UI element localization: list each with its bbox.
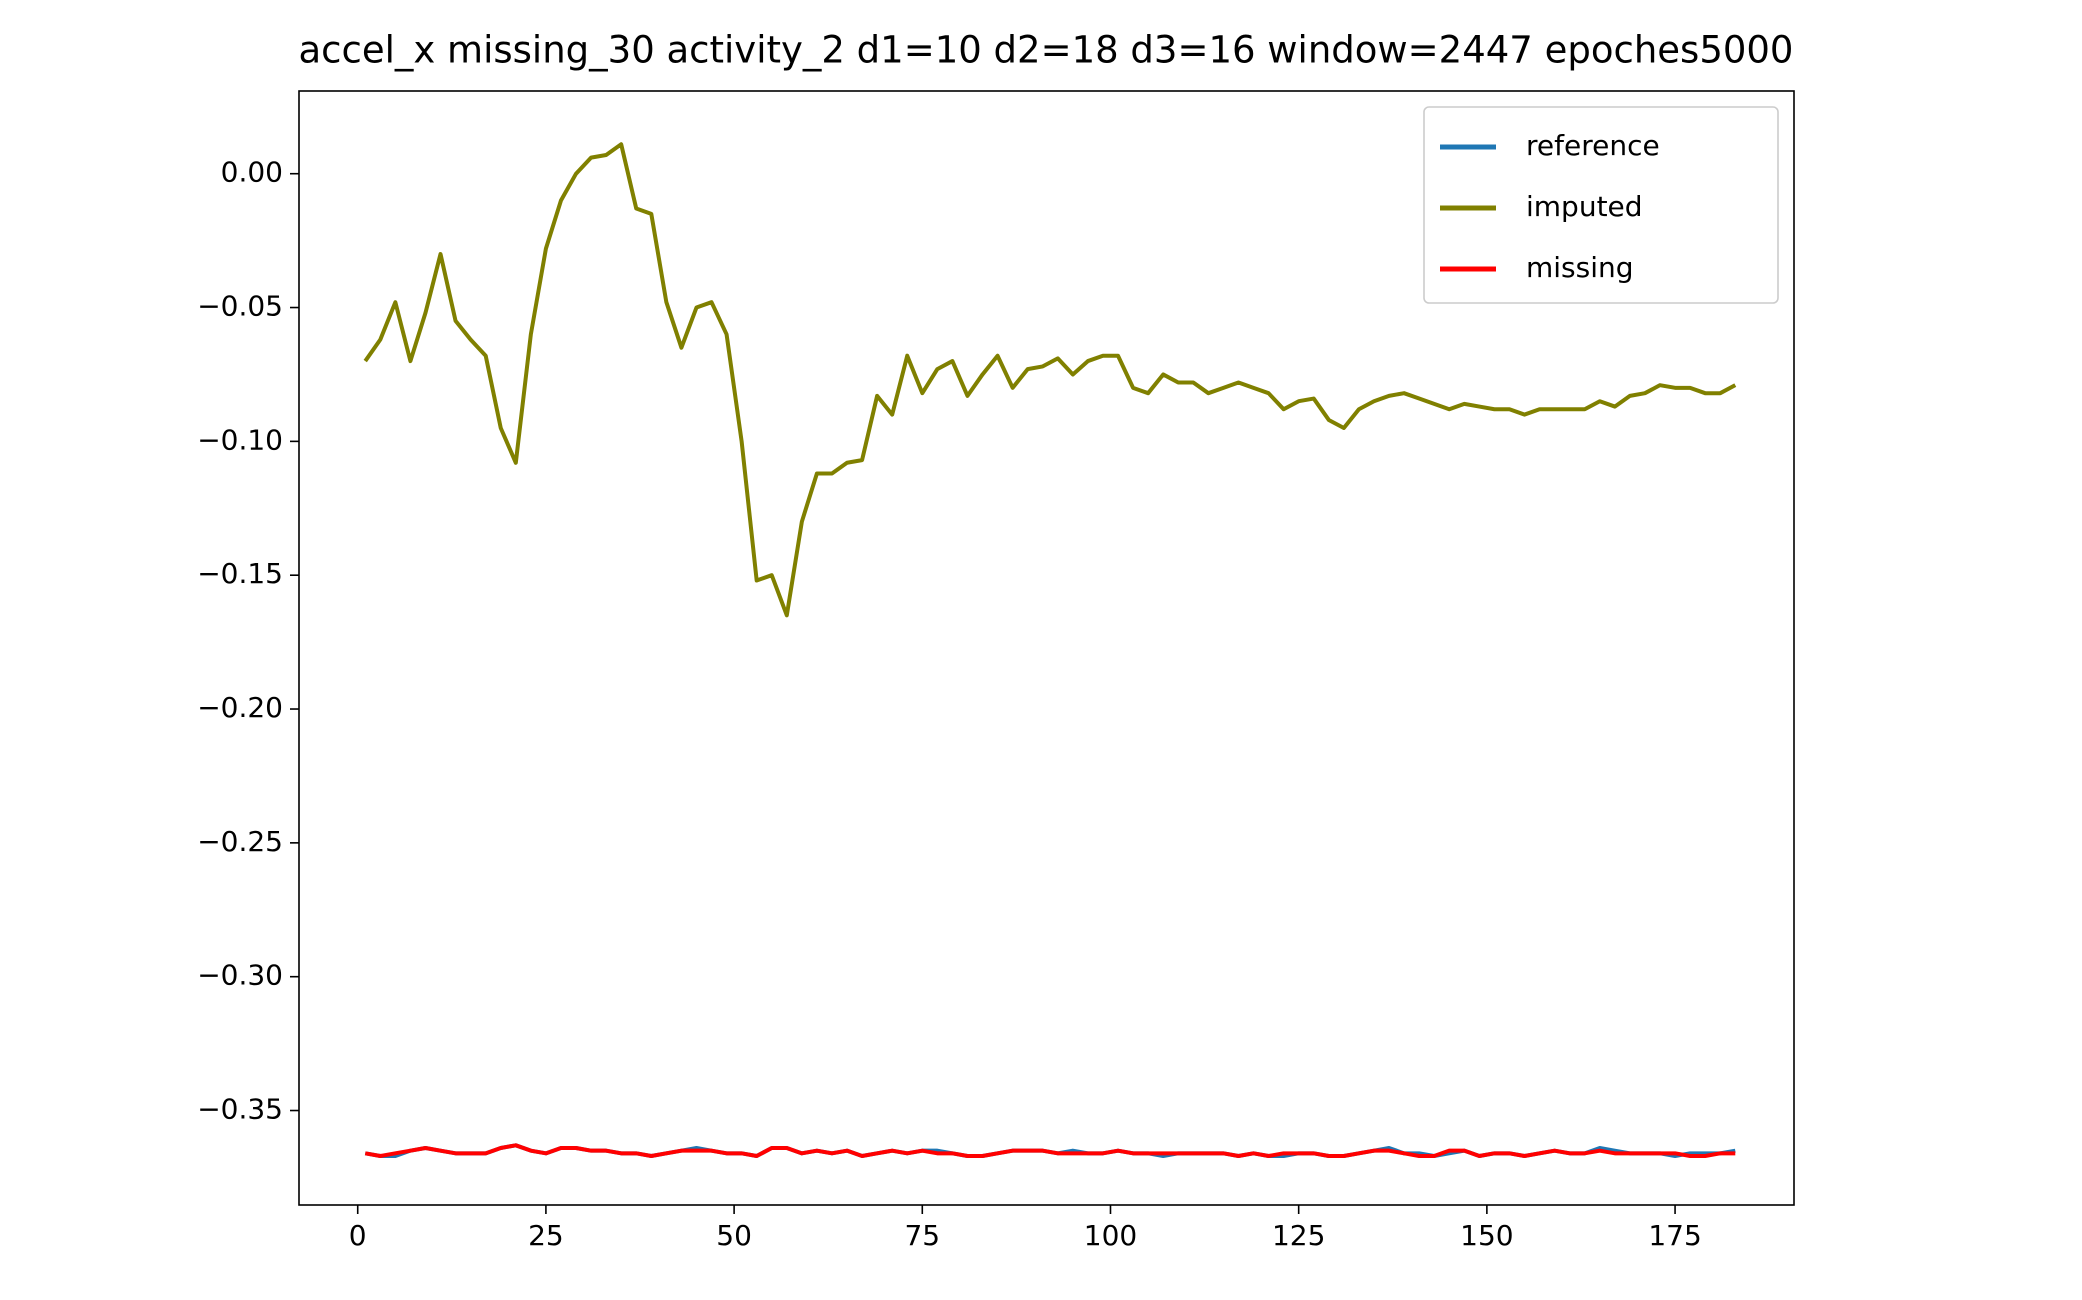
chart-title: accel_x missing_30 activity_2 d1=10 d2=1… <box>299 29 1794 72</box>
legend-box <box>1423 106 1779 304</box>
legend-label: missing <box>1526 251 1634 284</box>
y-tick-label: −0.35 <box>197 1093 283 1126</box>
x-tick-label: 150 <box>1460 1219 1513 1252</box>
line-series <box>363 142 1737 618</box>
line-series <box>364 1143 1736 1159</box>
y-tick-label: −0.30 <box>197 959 283 992</box>
x-tick-label: 100 <box>1084 1219 1137 1252</box>
x-tick-label: 0 <box>349 1219 367 1252</box>
y-tick-label: 0.00 <box>221 156 283 189</box>
plot-frame <box>298 90 1795 1206</box>
y-tick-label: −0.20 <box>197 691 283 724</box>
legend-label: imputed <box>1526 190 1643 223</box>
y-tick-label: −0.10 <box>197 423 283 456</box>
y-tick-label: −0.05 <box>197 290 283 323</box>
x-tick-label: 175 <box>1648 1219 1701 1252</box>
x-tick-label: 50 <box>716 1219 752 1252</box>
y-tick-label: −0.15 <box>197 557 283 590</box>
x-tick-label: 75 <box>904 1219 940 1252</box>
x-tick-label: 125 <box>1272 1219 1325 1252</box>
x-tick-label: 25 <box>528 1219 564 1252</box>
legend-label: reference <box>1526 129 1660 162</box>
y-tick-label: −0.25 <box>197 825 283 858</box>
